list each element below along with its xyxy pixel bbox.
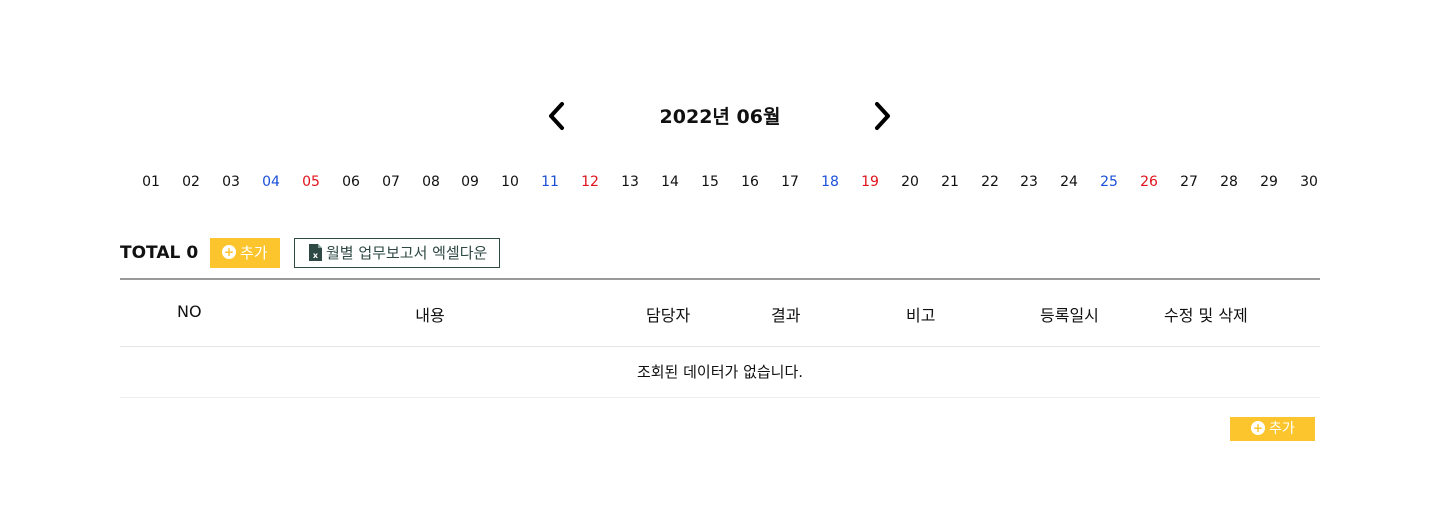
total-label: TOTAL [120, 243, 181, 263]
header-registered-at: 등록일시 [1040, 306, 1099, 325]
excel-download-label: 월별 업무보고서 엑셀다운 [326, 244, 488, 262]
add-button[interactable]: + 추가 [210, 238, 280, 268]
day-05[interactable]: 05 [302, 174, 320, 190]
day-09[interactable]: 09 [461, 174, 479, 190]
month-title: 2022년 06월 [659, 106, 781, 128]
day-29[interactable]: 29 [1260, 174, 1278, 190]
add-button-label: 추가 [240, 244, 268, 262]
plus-circle-icon: + [1251, 420, 1265, 435]
day-10[interactable]: 10 [501, 174, 519, 190]
day-14[interactable]: 14 [661, 174, 679, 190]
month-navigation: 2022년 06월 [0, 96, 1440, 136]
header-no: NO [177, 302, 202, 321]
header-assignee: 담당자 [646, 306, 691, 325]
day-24[interactable]: 24 [1060, 174, 1078, 190]
empty-message: 조회된 데이터가 없습니다. [120, 347, 1320, 398]
day-02[interactable]: 02 [182, 174, 200, 190]
day-11[interactable]: 11 [541, 174, 559, 190]
chevron-right-icon[interactable] [871, 98, 895, 134]
day-selector: 01 02 03 04 05 06 07 08 09 10 11 12 13 14 15 16 17 18 19 20… [131, 174, 1318, 194]
day-03[interactable]: 03 [222, 174, 240, 190]
day-07[interactable]: 07 [382, 174, 400, 190]
day-13[interactable]: 13 [621, 174, 639, 190]
day-26[interactable]: 26 [1140, 174, 1158, 190]
day-28[interactable]: 28 [1220, 174, 1238, 190]
day-27[interactable]: 27 [1180, 174, 1198, 190]
header-edit-delete: 수정 및 삭제 [1164, 306, 1248, 325]
day-23[interactable]: 23 [1020, 174, 1038, 190]
day-20[interactable]: 20 [901, 174, 919, 190]
total-number: 0 [186, 243, 199, 263]
chevron-left-icon[interactable] [544, 98, 568, 134]
day-18[interactable]: 18 [821, 174, 839, 190]
plus-circle-icon: + [222, 245, 236, 259]
day-16[interactable]: 16 [741, 174, 759, 190]
svg-text:x: x [313, 251, 319, 260]
excel-file-icon: x [309, 243, 322, 261]
day-01[interactable]: 01 [142, 174, 160, 190]
total-count: TOTAL 0 [120, 243, 198, 263]
header-result: 결과 [771, 306, 801, 325]
day-06[interactable]: 06 [342, 174, 360, 190]
day-30[interactable]: 30 [1300, 174, 1318, 190]
day-15[interactable]: 15 [701, 174, 719, 190]
day-17[interactable]: 17 [781, 174, 799, 190]
add-button-bottom-label: 추가 [1269, 421, 1295, 437]
table-header: NO 내용 담당자 결과 비고 등록일시 수정 및 삭제 [120, 278, 1320, 347]
day-19[interactable]: 19 [861, 174, 879, 190]
add-button-bottom[interactable]: + 추가 [1230, 417, 1315, 441]
day-22[interactable]: 22 [981, 174, 999, 190]
day-25[interactable]: 25 [1100, 174, 1118, 190]
header-note: 비고 [906, 306, 936, 325]
excel-download-button[interactable]: x 월별 업무보고서 엑셀다운 [294, 238, 501, 268]
toolbar: TOTAL 0 + 추가 x 월별 업무보고서 엑셀다운 [120, 238, 1320, 268]
day-21[interactable]: 21 [941, 174, 959, 190]
header-content: 내용 [415, 306, 445, 325]
report-table: NO 내용 담당자 결과 비고 등록일시 수정 및 삭제 조회된 데이터가 없습… [120, 278, 1320, 398]
day-04[interactable]: 04 [262, 174, 280, 190]
day-12[interactable]: 12 [581, 174, 599, 190]
day-08[interactable]: 08 [422, 174, 440, 190]
